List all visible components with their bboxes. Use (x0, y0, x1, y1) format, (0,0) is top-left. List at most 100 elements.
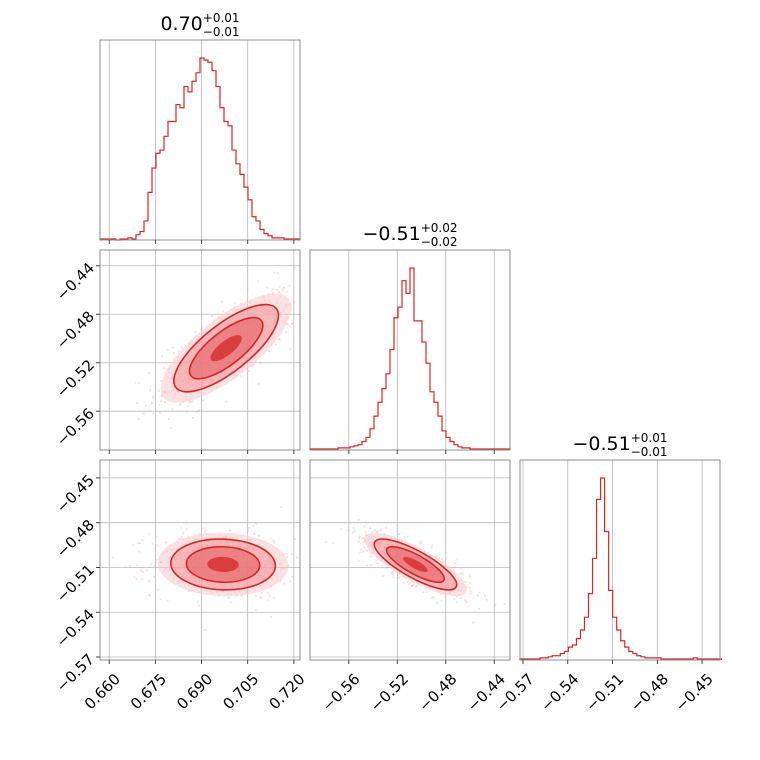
sample-point (398, 575, 401, 578)
sample-point (169, 426, 173, 430)
sample-point (171, 408, 174, 411)
y-tick-label: −0.44 (53, 259, 98, 304)
sample-point (340, 528, 343, 531)
panel-frame (99, 249, 301, 451)
sample-point (468, 586, 471, 590)
sample-point (196, 600, 199, 603)
sample-point (469, 581, 472, 584)
sample-point (469, 592, 472, 595)
title-plus: +0.01 (631, 431, 668, 445)
sample-point (253, 532, 256, 536)
param-title-1: −0.51+0.02 (362, 221, 457, 245)
histogram-series-1 (309, 267, 511, 450)
sample-point (157, 389, 160, 392)
sample-point (291, 322, 294, 325)
sample-point (362, 541, 365, 544)
sample-point (278, 338, 281, 341)
sample-point (267, 599, 270, 602)
sample-point (288, 325, 291, 328)
panel-frame (309, 459, 511, 661)
title-value: −0.51 (572, 433, 630, 455)
sample-point (147, 533, 151, 536)
sample-point (288, 284, 291, 287)
sample-point (271, 291, 274, 294)
sample-point (187, 404, 190, 408)
y-tick-label: −0.54 (53, 606, 98, 651)
scatter-panel-1-2 (309, 459, 511, 664)
x-tick-label: −0.51 (582, 670, 627, 715)
hist-panel-2-bg (520, 460, 720, 660)
sample-point (273, 541, 276, 544)
sample-point (248, 526, 251, 529)
sample-point (201, 399, 205, 402)
sample-point (191, 416, 195, 419)
sample-point (357, 540, 360, 543)
sample-point (485, 598, 488, 601)
sample-point (415, 585, 418, 588)
sample-point (359, 548, 362, 551)
sample-point (468, 574, 472, 577)
panel-frame (99, 459, 301, 661)
sample-point (324, 540, 328, 544)
contour-fill-3 (403, 556, 428, 573)
sample-point (391, 576, 395, 579)
sample-point (398, 533, 401, 536)
sample-point (137, 541, 140, 545)
sample-point (145, 404, 148, 407)
sample-point (273, 271, 276, 274)
sample-point (148, 579, 151, 583)
sample-point (453, 598, 456, 601)
sample-point (252, 525, 255, 528)
x-tick-label: 0.705 (219, 670, 262, 713)
sample-point (363, 525, 366, 528)
sample-point (369, 526, 372, 530)
sample-point (177, 537, 181, 541)
sample-point (420, 541, 423, 544)
sample-point (456, 558, 459, 561)
sample-point (294, 538, 297, 541)
sample-point (198, 408, 201, 412)
sample-point (222, 310, 225, 313)
sample-point (204, 628, 207, 632)
sample-point (164, 400, 167, 404)
title-plus: +0.02 (421, 221, 458, 235)
sample-point (281, 288, 284, 291)
sample-point (268, 594, 272, 597)
sample-point (137, 381, 141, 385)
sample-point (361, 537, 364, 540)
sample-point (346, 529, 350, 532)
scatter-panel-0-1 (96, 249, 301, 454)
sample-point (453, 562, 457, 565)
panel-content (134, 266, 300, 430)
sample-point (266, 286, 269, 289)
sample-point (293, 266, 296, 269)
sample-point (135, 577, 138, 581)
sample-point (391, 570, 394, 574)
sample-point (142, 412, 145, 415)
sample-point (153, 575, 156, 579)
x-tick-label: −0.48 (415, 670, 460, 715)
sample-point (180, 535, 183, 539)
sample-point (443, 560, 446, 563)
sample-point (160, 355, 164, 358)
title-value: 0.70 (160, 13, 202, 35)
sample-point (435, 555, 438, 558)
sample-point (246, 288, 249, 291)
sample-point (211, 314, 214, 317)
sample-point (292, 300, 296, 304)
sample-point (272, 596, 275, 599)
sample-point (180, 526, 183, 530)
sample-point (463, 599, 467, 602)
panel-content (111, 506, 300, 632)
sample-point (359, 551, 362, 554)
x-tick-label: −0.52 (367, 670, 412, 715)
x-tick-label: 0.675 (127, 670, 170, 713)
sample-point (431, 544, 434, 547)
sample-point (436, 601, 439, 604)
sample-point (200, 527, 203, 530)
sample-point (291, 575, 294, 578)
histogram-series-0 (99, 57, 301, 241)
sample-point (134, 381, 137, 384)
sample-point (353, 530, 356, 533)
hist-panel-2: −0.51+0.01−0.01 (519, 431, 723, 664)
